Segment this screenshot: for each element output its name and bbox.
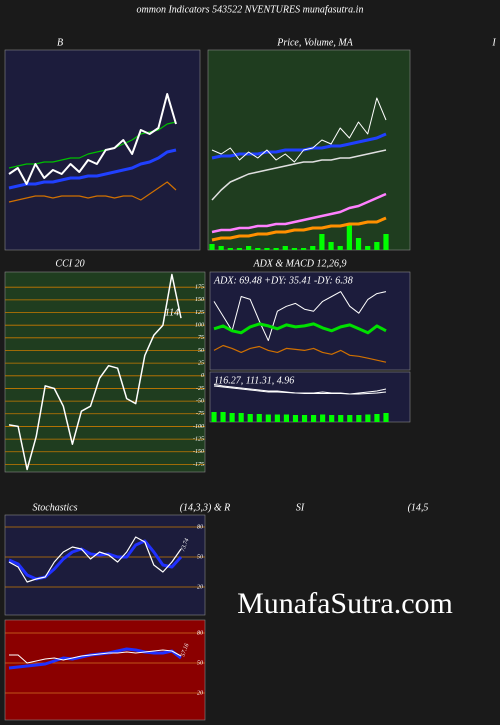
bar <box>337 246 343 250</box>
panel <box>4 49 201 251</box>
bar <box>227 248 233 250</box>
line <box>213 384 387 395</box>
bar <box>374 414 380 422</box>
bar <box>338 415 344 422</box>
y-tick-label: 150 <box>195 297 204 303</box>
bar <box>274 414 280 422</box>
line <box>211 216 387 242</box>
panel-title: B <box>57 37 63 48</box>
bar <box>347 415 353 422</box>
annotation: ADX: 69.48 +DY: 35.41 -DY: 6.38 <box>213 275 353 286</box>
edge-label: I <box>491 37 496 48</box>
y-tick-label: 0 <box>201 373 204 379</box>
y-tick-label: 25 <box>198 361 204 367</box>
y-tick-label: 20 <box>197 584 203 590</box>
panel-title: Stochastics <box>33 502 78 513</box>
bar <box>264 248 270 250</box>
panel <box>4 271 206 473</box>
y-tick-label: -100 <box>193 424 204 430</box>
bar <box>300 248 307 250</box>
bar <box>220 412 226 422</box>
y-tick-label: 50 <box>197 660 203 666</box>
line <box>211 149 387 201</box>
line <box>211 192 387 234</box>
y-tick-label: 100 <box>195 323 204 329</box>
line <box>213 344 387 363</box>
bar <box>383 413 389 422</box>
bar <box>247 414 253 422</box>
bar <box>246 246 252 250</box>
y-tick-label: 50 <box>198 348 204 354</box>
bar <box>265 414 271 422</box>
line <box>213 291 387 342</box>
panel-subtitle: (14,3,3) & R <box>180 502 231 513</box>
bar <box>310 415 317 422</box>
panel <box>209 271 411 371</box>
bar <box>238 413 244 422</box>
y-tick-label: 175 <box>195 285 204 291</box>
y-tick-label: 50 <box>197 554 203 560</box>
bar <box>229 413 235 422</box>
bar <box>320 414 326 422</box>
bar <box>328 242 334 250</box>
bar <box>365 246 371 250</box>
bar <box>310 246 316 250</box>
panel-title: SI <box>296 502 305 513</box>
y-tick-label: 75 <box>198 335 204 341</box>
panel-subtitle: (14,5 <box>408 502 429 513</box>
line <box>8 148 177 190</box>
annotation: 57.16 <box>180 643 190 658</box>
bar <box>256 414 262 422</box>
y-tick-label: 125 <box>195 310 204 316</box>
bar <box>355 238 362 250</box>
y-tick-label: 80 <box>197 524 203 530</box>
bar <box>356 415 362 422</box>
y-tick-label: -150 <box>193 449 204 455</box>
line <box>8 536 182 583</box>
bar <box>255 248 261 250</box>
y-tick-label: -50 <box>196 398 204 404</box>
line <box>213 322 387 335</box>
y-tick-label: -25 <box>196 386 204 392</box>
panel-title: Price, Volume, MA <box>276 37 353 48</box>
panel <box>4 619 206 721</box>
annotation: 114 <box>165 307 179 318</box>
panel-title: CCI 20 <box>55 258 84 269</box>
panel-title: ADX & MACD 12,26,9 <box>252 258 346 269</box>
bar <box>273 248 279 250</box>
y-tick-label: 20 <box>197 690 203 696</box>
bar <box>282 246 288 250</box>
bar <box>383 234 389 250</box>
annotation: 73.74 <box>179 537 190 552</box>
watermark: MunafaSutra.com <box>237 587 453 620</box>
bar <box>291 248 298 250</box>
bar <box>209 244 215 250</box>
bar <box>329 415 335 422</box>
line <box>8 181 177 203</box>
bar <box>218 246 224 250</box>
bar <box>211 412 217 422</box>
bar <box>365 414 371 422</box>
y-tick-label: 80 <box>197 630 203 636</box>
bar <box>319 234 325 250</box>
bar <box>301 415 308 422</box>
annotation: 116.27, 111.31, 4.96 <box>214 375 294 386</box>
panel <box>4 514 206 616</box>
bar <box>374 242 380 250</box>
y-tick-label: -125 <box>193 436 204 442</box>
bar <box>292 415 299 422</box>
line <box>211 97 387 163</box>
y-tick-label: -175 <box>193 462 204 468</box>
line <box>9 649 182 664</box>
line <box>8 93 177 185</box>
bar <box>283 414 290 422</box>
y-tick-label: -75 <box>196 411 204 417</box>
line <box>211 132 387 160</box>
page-title: ommon Indicators 543522 NVENTURES munafa… <box>137 4 364 15</box>
bar <box>346 224 352 250</box>
line <box>8 273 182 471</box>
bar <box>236 248 243 250</box>
